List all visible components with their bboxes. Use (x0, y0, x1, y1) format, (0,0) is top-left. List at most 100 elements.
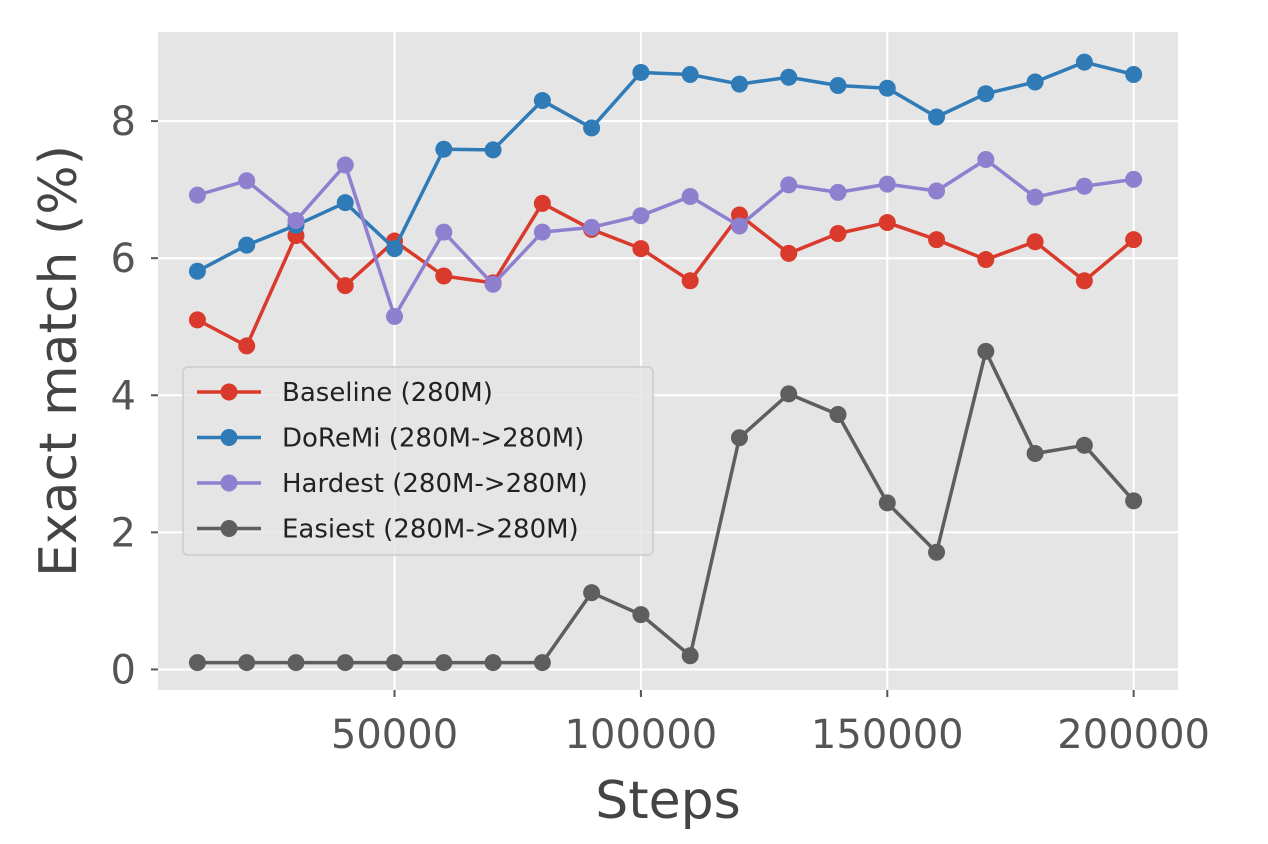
data-point (188, 262, 206, 280)
data-point (336, 156, 354, 174)
data-point (829, 183, 847, 201)
data-point (1125, 492, 1143, 510)
data-point (1075, 272, 1093, 290)
data-point (1026, 445, 1044, 463)
data-point (1075, 53, 1093, 71)
data-point (878, 494, 896, 512)
data-point (287, 654, 305, 672)
data-point (336, 194, 354, 212)
legend-marker (220, 429, 238, 446)
legend-entry: Hardest (280M->280M) (197, 469, 588, 499)
data-point (928, 108, 946, 126)
data-point (878, 79, 896, 97)
data-point (780, 68, 798, 86)
data-point (188, 654, 206, 672)
data-point (238, 236, 256, 254)
data-point (533, 92, 551, 110)
data-point (435, 223, 453, 241)
data-point (484, 275, 502, 293)
data-point (829, 76, 847, 94)
data-point (681, 188, 699, 205)
data-point (1075, 177, 1093, 195)
data-point (435, 267, 453, 285)
data-point (336, 277, 354, 295)
y-tick-label: 6 (111, 236, 136, 282)
data-point (928, 182, 946, 200)
data-point (386, 307, 404, 325)
data-point (484, 654, 502, 672)
tick-labels: 50000 100000 150000 200000 0 2 4 6 8 (111, 99, 1210, 758)
data-point (435, 654, 453, 672)
legend-label: Easiest (280M->280M) (282, 515, 579, 545)
data-point (681, 65, 699, 83)
legend-entry: DoReMi (280M->280M) (197, 424, 584, 454)
data-point (977, 85, 995, 103)
data-point (829, 405, 847, 423)
data-point (238, 654, 256, 672)
legend-entry: Baseline (280M) (197, 378, 493, 408)
series-2 (188, 150, 1143, 325)
data-point (1075, 436, 1093, 454)
data-point (730, 75, 748, 93)
data-point (1026, 233, 1044, 251)
data-point (632, 606, 650, 624)
legend-label: DoReMi (280M->280M) (282, 424, 584, 454)
data-point (632, 63, 650, 81)
data-point (780, 385, 798, 403)
data-point (583, 584, 601, 602)
series-group (188, 53, 1143, 672)
data-point (730, 217, 748, 235)
data-point (1026, 73, 1044, 91)
data-point (681, 272, 699, 290)
data-point (681, 647, 699, 665)
data-point (188, 311, 206, 329)
data-point (583, 119, 601, 137)
x-tick-label: 50000 (331, 712, 458, 758)
data-point (1125, 231, 1143, 249)
data-point (977, 150, 995, 168)
data-point (336, 654, 354, 672)
legend-marker (220, 520, 238, 537)
data-point (238, 337, 256, 355)
data-point (780, 244, 798, 262)
legend-marker (220, 474, 238, 492)
data-point (386, 654, 404, 672)
y-axis-title: Exact match (%) (29, 145, 89, 577)
y-tick-label: 0 (111, 647, 136, 693)
x-axis-title: Steps (595, 771, 741, 831)
legend-entry: Easiest (280M->280M) (197, 515, 579, 545)
data-point (928, 543, 946, 561)
data-point (632, 207, 650, 225)
data-point (780, 176, 798, 194)
series-line (196, 201, 1135, 348)
data-point (533, 654, 551, 672)
plot-background (158, 32, 1178, 690)
data-point (1125, 170, 1143, 188)
data-point (878, 175, 896, 193)
data-point (435, 140, 453, 158)
x-tick-label: 100000 (565, 712, 718, 758)
data-point (1125, 65, 1143, 83)
data-point (730, 429, 748, 447)
data-point (928, 231, 946, 249)
series-line (196, 60, 1135, 273)
data-point (829, 225, 847, 243)
x-tick-label: 150000 (811, 712, 964, 758)
data-point (632, 240, 650, 258)
data-point (238, 172, 256, 190)
data-point (977, 342, 995, 360)
data-point (484, 141, 502, 159)
data-point (977, 251, 995, 269)
legend-label: Hardest (280M->280M) (282, 469, 588, 499)
data-point (188, 186, 206, 204)
data-point (1026, 188, 1044, 206)
legend-box (182, 366, 654, 556)
legend: Baseline (280M) DoReMi (280M->280M) Hardes… (182, 366, 654, 556)
y-tick-label: 8 (111, 99, 136, 145)
series-line (196, 157, 1134, 319)
data-point (386, 240, 404, 258)
y-tick-label: 2 (111, 510, 136, 556)
data-point (287, 211, 305, 229)
series-3 (188, 342, 1143, 672)
